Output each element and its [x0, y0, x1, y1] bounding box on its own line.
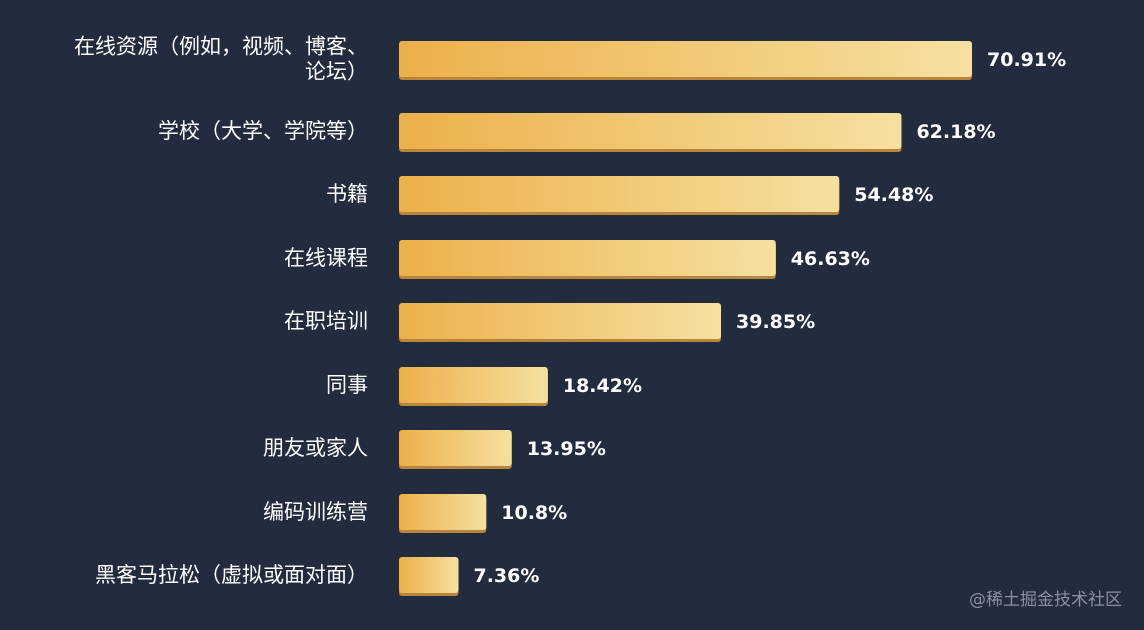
value-label: 62.18%	[916, 121, 995, 143]
bars-group: 70.91% 在线资源（例如，视频、博客、论坛） 62.18% 学校（大学、学院等） 5…	[74, 35, 1066, 596]
category-label: 在职培训	[284, 309, 368, 333]
category-label: 书籍	[326, 182, 368, 206]
value-label: 7.36%	[473, 565, 539, 587]
watermark: @稀土掘金技术社区	[969, 590, 1122, 610]
category-label: 朋友或家人	[263, 436, 368, 460]
value-label: 18.42%	[563, 375, 642, 397]
value-label: 39.85%	[736, 311, 815, 333]
bar	[399, 240, 776, 276]
bar	[399, 41, 972, 77]
bar	[399, 176, 840, 212]
category-label: 在线课程	[284, 246, 368, 270]
bar	[399, 113, 902, 149]
bar	[399, 367, 548, 403]
value-label: 70.91%	[987, 49, 1066, 71]
value-label: 46.63%	[791, 248, 870, 270]
bar	[399, 303, 722, 339]
bar	[399, 494, 487, 530]
category-label: 同事	[326, 373, 368, 397]
category-label: 论坛）	[305, 60, 368, 84]
category-label: 学校（大学、学院等）	[158, 119, 368, 143]
value-label: 13.95%	[527, 438, 606, 460]
category-label: 在线资源（例如，视频、博客、	[74, 35, 368, 59]
bar	[399, 430, 512, 466]
category-label: 黑客马拉松（虚拟或面对面）	[95, 563, 368, 587]
bar	[399, 557, 459, 593]
value-label: 54.48%	[854, 184, 933, 206]
category-label: 编码训练营	[263, 500, 368, 524]
value-label: 10.8%	[501, 502, 567, 524]
